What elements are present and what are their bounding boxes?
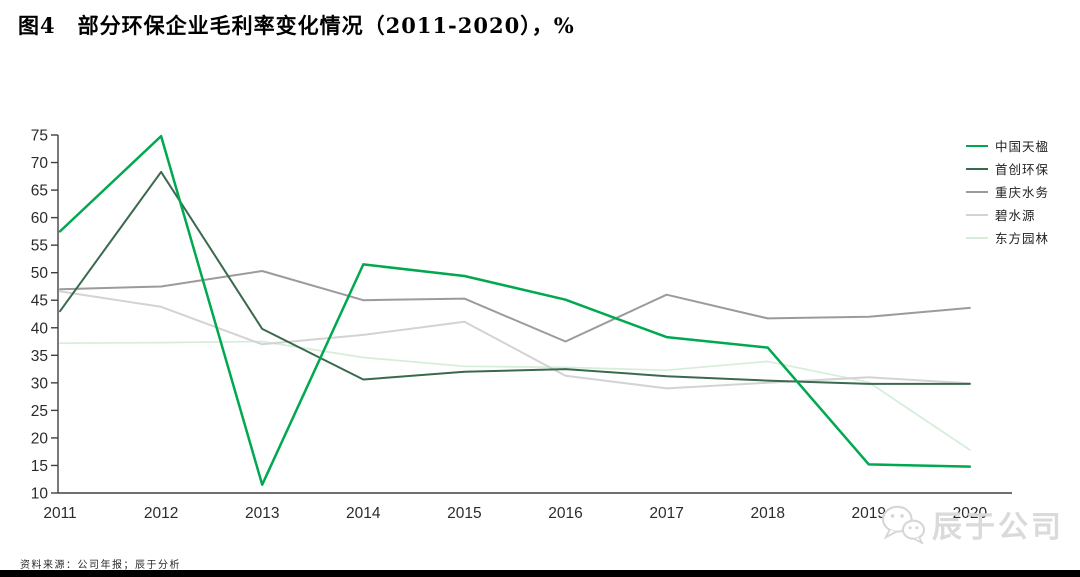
series-line-碧水源 — [59, 290, 971, 390]
legend-label: 东方园林 — [995, 231, 1050, 246]
x-tick-label: 2013 — [245, 505, 279, 522]
series-line-重庆水务 — [59, 270, 971, 343]
y-tick-label: 40 — [31, 320, 49, 337]
x-tick-label: 2019 — [852, 505, 886, 522]
legend-item: 中国天楹 — [966, 134, 1049, 157]
x-tick-label: 2014 — [346, 505, 381, 522]
legend-swatch — [966, 167, 988, 170]
x-tick-label: 2016 — [548, 505, 582, 522]
legend-item: 碧水源 — [966, 203, 1049, 226]
figure-title: 图4 部分环保企业毛利率变化情况（2011-2020），% — [18, 13, 575, 38]
series-line-东方园林 — [59, 340, 971, 451]
y-tick-label: 35 — [31, 348, 48, 365]
watermark: 辰于公司 — [880, 502, 1064, 546]
y-tick-label: 20 — [31, 430, 49, 447]
legend-item: 重庆水务 — [966, 180, 1049, 203]
y-tick-label: 70 — [31, 155, 49, 172]
y-tick-label: 55 — [31, 238, 48, 255]
legend-label: 中国天楹 — [995, 139, 1050, 154]
x-tick-label: 2011 — [43, 505, 76, 522]
watermark-label: 辰于公司 — [932, 510, 1064, 545]
x-tick-label: 2012 — [144, 505, 178, 522]
legend-swatch — [966, 236, 988, 239]
y-tick-label: 30 — [31, 375, 49, 392]
legend-swatch — [966, 213, 988, 216]
series-line-首创环保 — [59, 170, 971, 385]
source-note: 资料来源：公司年报；辰于分析 — [20, 560, 181, 571]
y-tick-label: 65 — [31, 183, 48, 200]
x-tick-label: 2017 — [649, 505, 683, 522]
y-tick-label: 75 — [31, 128, 48, 145]
x-tick-label: 2015 — [447, 505, 481, 522]
y-tick-label: 60 — [31, 210, 49, 227]
wechat-icon — [881, 505, 925, 544]
legend-label: 碧水源 — [995, 208, 1036, 223]
series-line-中国天楹 — [58, 134, 972, 486]
x-tick-label: 2018 — [750, 505, 784, 522]
legend-swatch — [966, 144, 988, 147]
chart-legend: 中国天楹首创环保重庆水务碧水源东方园林 — [966, 134, 1049, 249]
legend-label: 重庆水务 — [995, 185, 1050, 200]
legend-swatch — [966, 190, 988, 193]
legend-item: 东方园林 — [966, 226, 1049, 249]
y-tick-label: 25 — [31, 403, 48, 420]
x-tick-label: 2020 — [953, 505, 988, 522]
y-tick-label: 45 — [31, 293, 48, 310]
legend-label: 首创环保 — [995, 162, 1050, 177]
y-tick-label: 50 — [31, 265, 49, 282]
legend-item: 首创环保 — [966, 157, 1049, 180]
bottom-bar — [0, 570, 1080, 577]
y-tick-label: 10 — [31, 486, 49, 503]
y-tick-label: 15 — [31, 458, 48, 475]
